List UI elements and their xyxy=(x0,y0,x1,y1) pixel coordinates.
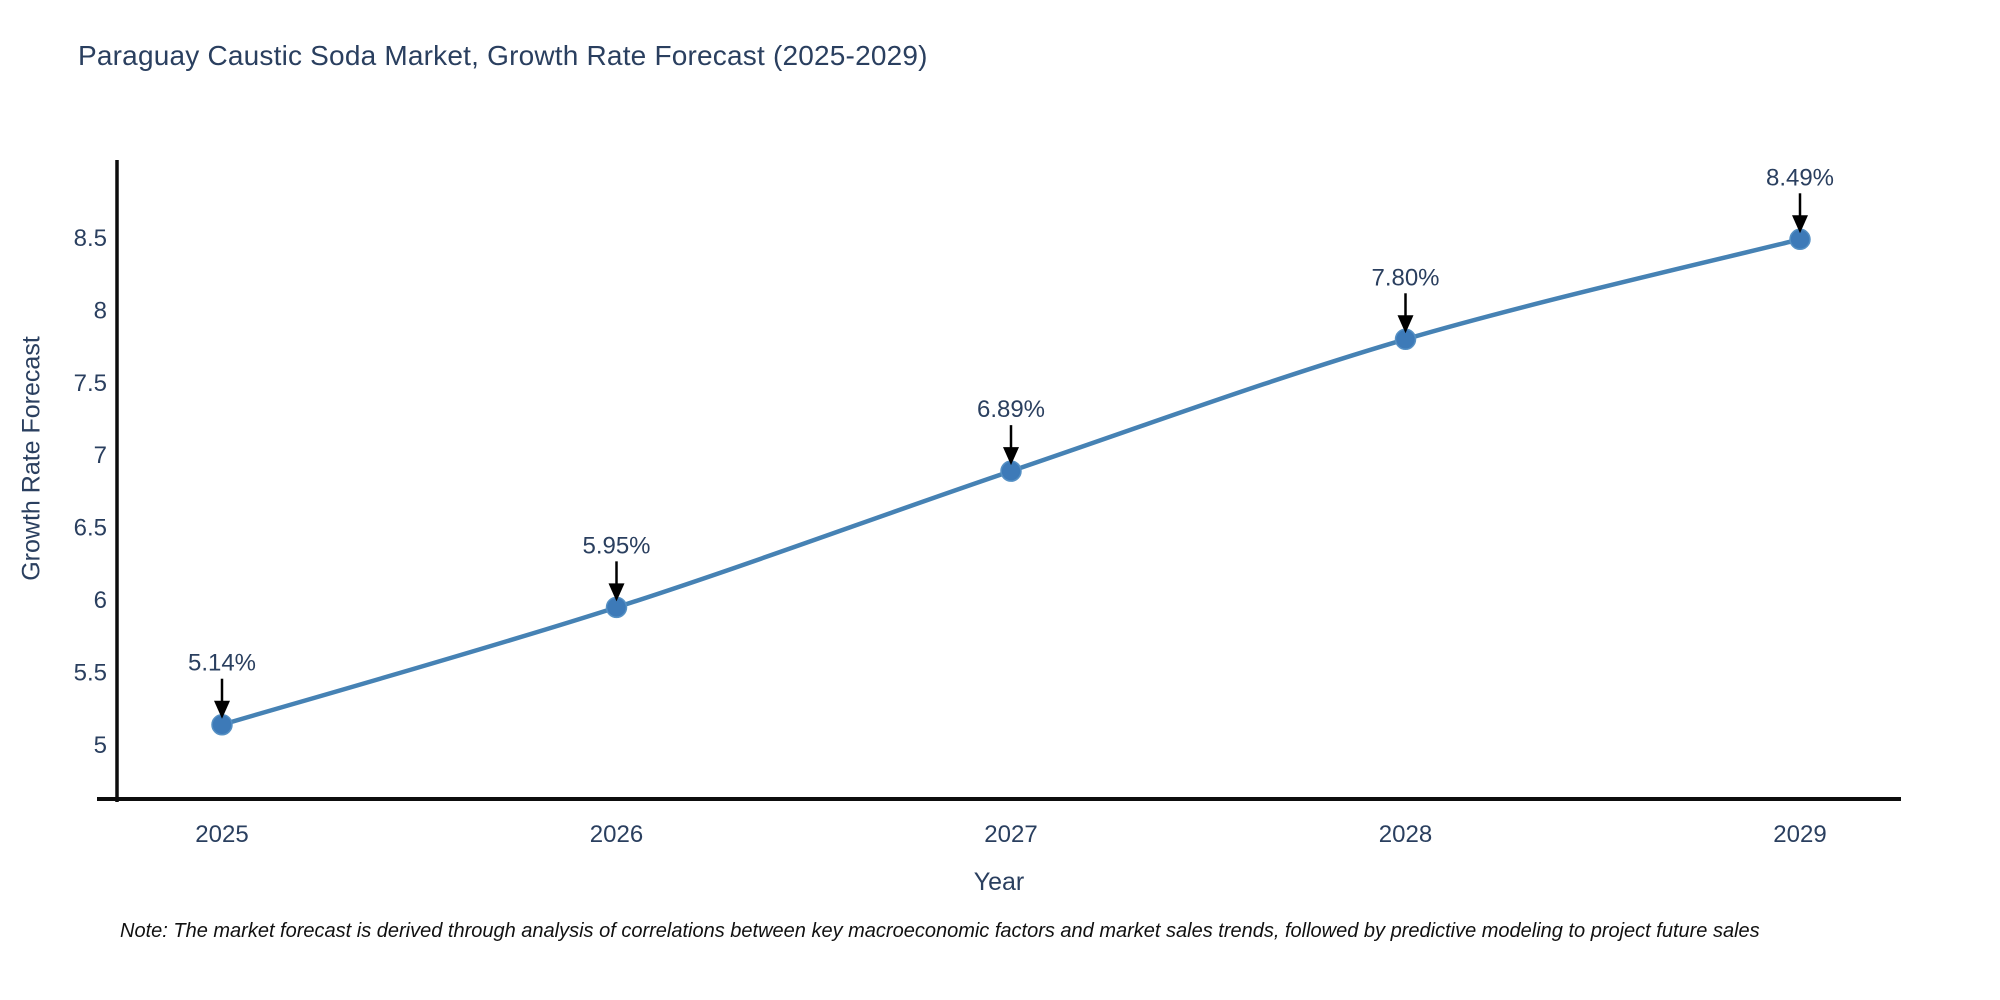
annotation-arrowhead xyxy=(1792,215,1808,234)
line-chart-canvas: 5 5.5 6 6.5 7 7.5 8 8.5 2025 2026 2027 2028 2029 5.14… xyxy=(74,160,1901,848)
data-point-label: 7.80% xyxy=(1371,264,1439,291)
x-tick-label: 2027 xyxy=(984,821,1037,848)
y-tick-label: 6 xyxy=(94,587,107,614)
annotation-arrowhead xyxy=(214,700,230,719)
data-point-label: 6.89% xyxy=(977,396,1045,423)
y-tick-label: 7.5 xyxy=(74,370,107,397)
data-point-label: 5.95% xyxy=(582,532,650,559)
x-tick-label: 2029 xyxy=(1773,821,1826,848)
footnote: Note: The market forecast is derived thr… xyxy=(120,920,1760,942)
x-tick-label: 2028 xyxy=(1379,821,1432,848)
x-tick-label: 2026 xyxy=(590,821,643,848)
data-point-label: 8.49% xyxy=(1766,164,1834,191)
y-tick-label: 5 xyxy=(94,732,107,759)
annotation-arrowhead xyxy=(1003,447,1019,466)
x-axis-title: Year xyxy=(973,868,1025,896)
chart-title: Paraguay Caustic Soda Market, Growth Rat… xyxy=(78,40,928,71)
y-tick-label: 6.5 xyxy=(74,515,107,542)
annotation-arrowhead xyxy=(608,583,625,602)
y-tick-label: 8 xyxy=(94,297,107,324)
y-tick-label: 8.5 xyxy=(74,225,107,252)
data-point-label: 5.14% xyxy=(188,650,256,677)
annotation-arrowhead xyxy=(1397,315,1414,334)
y-tick-label: 5.5 xyxy=(74,660,107,687)
x-tick-label: 2025 xyxy=(195,821,248,848)
series-line xyxy=(219,237,1803,727)
y-tick-label: 7 xyxy=(94,442,107,469)
